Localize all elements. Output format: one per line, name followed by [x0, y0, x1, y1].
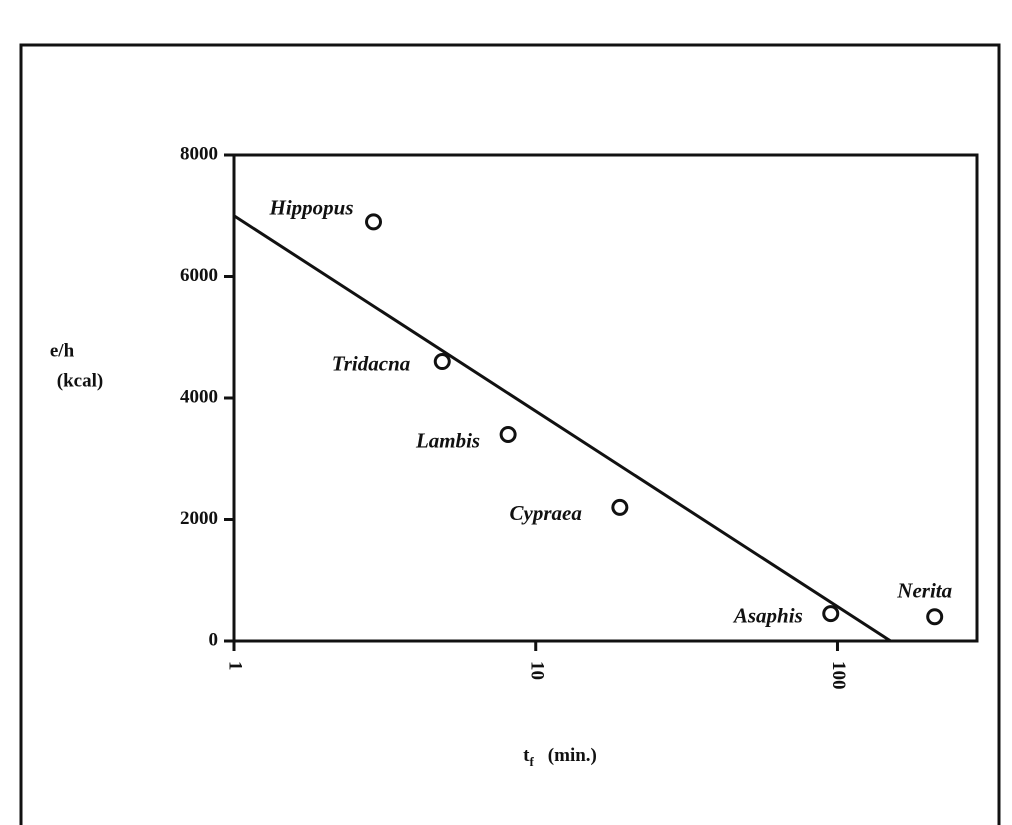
point-label: Hippopus [268, 196, 353, 220]
plot-frame [232, 153, 979, 643]
x-tick-label: 100 [828, 661, 849, 690]
data-point [822, 605, 840, 623]
x-axis-label: tf (min.) [523, 745, 597, 769]
point-label: Nerita [896, 579, 952, 603]
point-label: Cypraea [510, 501, 582, 525]
data-point [365, 213, 383, 231]
x-tick-label: 1 [225, 661, 246, 671]
fit-line [233, 214, 892, 643]
y-tick-label: 2000 [180, 508, 218, 529]
x-axis-label-main: t [523, 745, 530, 766]
data-point [499, 425, 517, 443]
y-tick-label: 8000 [180, 143, 218, 164]
outer-frame [19, 43, 1001, 825]
y-axis-label: (kcal) [57, 370, 103, 391]
data-point [433, 353, 451, 371]
y-tick-label: 6000 [180, 265, 218, 286]
data-point [611, 498, 629, 516]
point-label: Asaphis [732, 603, 803, 627]
y-tick-label: 4000 [180, 386, 218, 407]
x-axis-label-unit: (min.) [548, 745, 597, 766]
data-point [926, 608, 944, 626]
x-tick-label: 10 [526, 661, 547, 680]
x-axis-label-sub: f [529, 754, 534, 769]
point-label: Tridacna [332, 351, 411, 375]
y-axis-label: e/h [50, 340, 75, 361]
point-label: Lambis [415, 428, 480, 452]
y-tick-label: 0 [209, 629, 219, 650]
